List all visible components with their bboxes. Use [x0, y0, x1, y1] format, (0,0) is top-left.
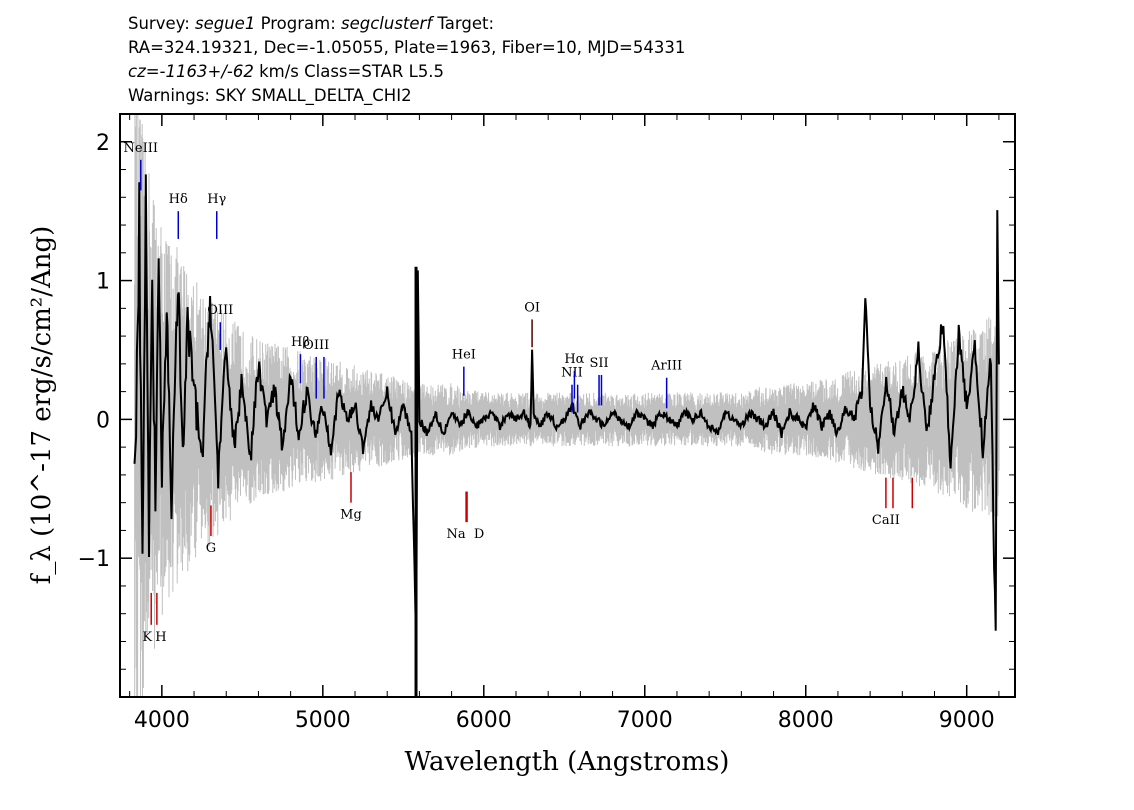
emission-line-label: SII [589, 356, 608, 371]
emission-line-label: Hβ [291, 335, 310, 350]
emission-line-label: Hγ [207, 192, 226, 207]
y-axis-title: f_λ (10^-17 erg/s/cm²/Ang) [27, 226, 57, 585]
x-axis-title: Wavelength (Angstroms) [405, 747, 730, 777]
plot-frame [119, 113, 1016, 698]
flux-line [133, 174, 1000, 647]
emission-line-label: Hα [564, 352, 584, 367]
header-line-redshift: cz=-1163+/-62 km/s Class=STAR L5.5 [128, 60, 685, 84]
absorption-line-label: H [155, 630, 166, 645]
emission-line-label: ArIII [650, 359, 682, 374]
program-prefix: Program: [255, 14, 341, 33]
x-tick-label: 4000 [134, 708, 190, 733]
emission-line-label: NII [561, 366, 583, 381]
absorption-line-label: Mg [340, 508, 362, 523]
program-name: segclusterf [341, 14, 433, 33]
header-line-coordinates: RA=324.19321, Dec=-1.05055, Plate=1963, … [128, 38, 686, 57]
emission-line-label: NeIII [124, 141, 158, 156]
emission-line-label: HeI [452, 348, 476, 363]
axes: 4000 5000 6000 7000 8000 9000 −1 0 1 2 [78, 113, 1015, 733]
survey-prefix: Survey: [128, 14, 195, 33]
absorption-line-label: D [474, 527, 484, 542]
absorption-line-label: G [206, 541, 216, 556]
x-tick-label: 6000 [456, 708, 512, 733]
absorption-line-label: CaII [872, 513, 900, 528]
x-tick-label: 8000 [778, 708, 834, 733]
class-text: km/s Class=STAR L5.5 [253, 62, 445, 81]
y-tick-label: 0 [96, 408, 110, 433]
data-layer [133, 114, 1000, 697]
target-label: Target: [432, 14, 495, 33]
emission-line-label: OIII [303, 338, 329, 353]
x-tick-label: 7000 [617, 708, 673, 733]
header-line-survey: Survey: segue1 Program: segclusterf Targ… [128, 12, 685, 36]
emission-line-label: OI [524, 300, 540, 315]
x-tick-label: 9000 [939, 708, 995, 733]
emission-line-label: Hδ [169, 192, 188, 207]
spectrum-header: Survey: segue1 Program: segclusterf Targ… [128, 12, 685, 108]
error-envelope [134, 114, 1000, 697]
emission-line-label: OIII [207, 303, 233, 318]
absorption-line-label: K [142, 630, 152, 645]
y-tick-label: 1 [96, 270, 110, 295]
y-tick-label: 2 [96, 131, 110, 156]
absorption-line-label: Na [447, 527, 466, 542]
y-tick-label: −1 [78, 547, 110, 572]
header-line-warnings: Warnings: SKY SMALL_DELTA_CHI2 [128, 86, 412, 105]
redshift-value: cz=-1163+/-62 [128, 62, 254, 81]
survey-name: segue1 [195, 14, 256, 33]
x-tick-label: 5000 [295, 708, 351, 733]
